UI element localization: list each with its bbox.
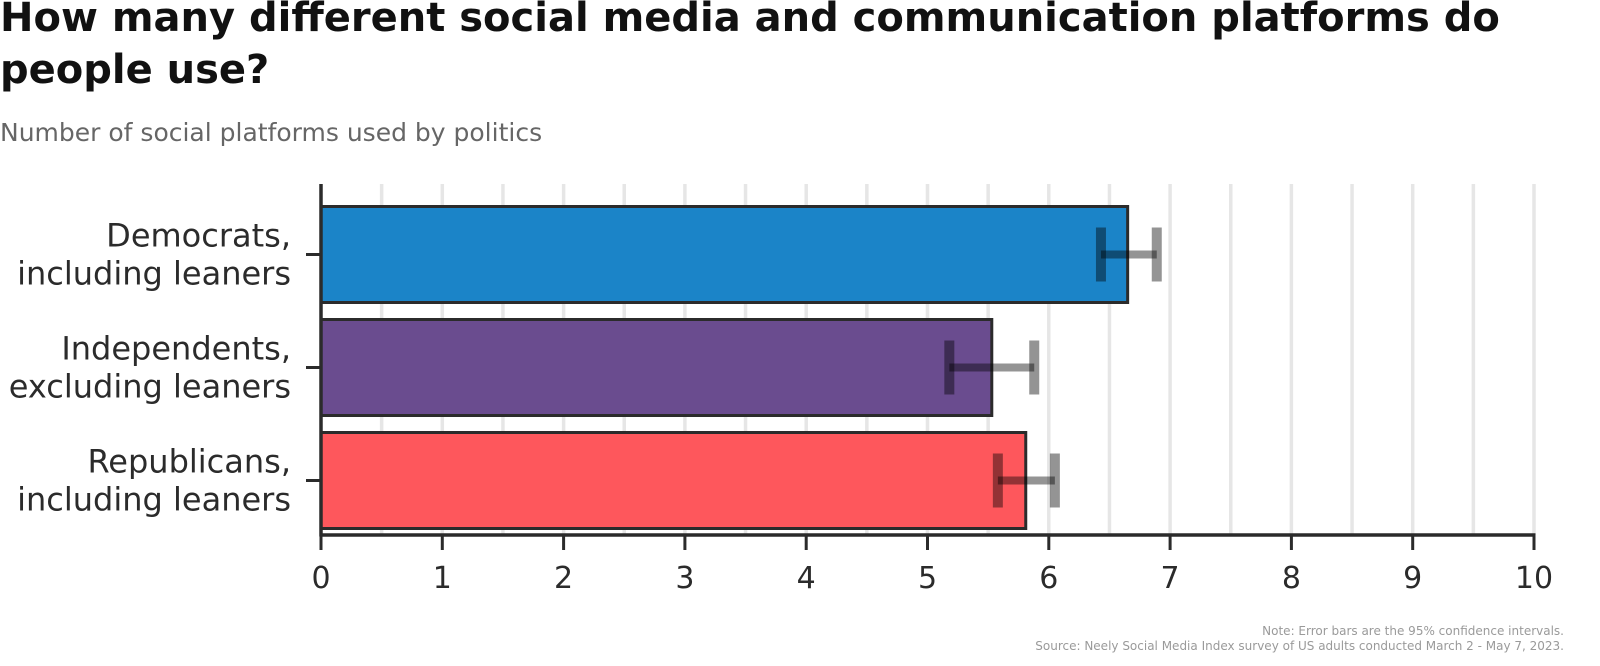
x-tick-label: 7 [1161,561,1180,596]
x-tick-label: 4 [797,561,816,596]
note-text: Note: Error bars are the 95% confidence … [1262,624,1564,638]
x-tick-label: 8 [1282,561,1301,596]
x-tick-label: 10 [1515,561,1553,596]
x-tick-label: 2 [554,561,573,596]
labels: Democrats,including leanersIndependents,… [9,217,1553,597]
x-tick-label: 9 [1403,561,1422,596]
x-tick-label: 3 [675,561,694,596]
error-bars [944,227,1162,508]
bar [319,205,1130,304]
chart-subtitle: Number of social platforms used by polit… [0,118,543,147]
category-label: Democrats, [106,217,291,255]
x-tick-label: 0 [311,561,330,596]
source-text: Source: Neely Social Media Index survey … [1035,639,1564,653]
category-label: Republicans, [88,443,292,481]
axes [306,184,1536,550]
footnote: Note: Error bars are the 95% confidence … [1035,624,1564,654]
x-tick-label: 1 [433,561,452,596]
bars [319,205,1130,530]
chart-title: How many different social media and comm… [0,0,1500,93]
bar [319,431,1028,530]
category-label: including leaners [17,481,291,519]
category-label: including leaners [17,255,291,293]
category-label: excluding leaners [9,368,291,406]
x-tick-label: 5 [918,561,937,596]
category-label: Independents, [61,330,291,368]
bar [319,318,994,417]
x-tick-label: 6 [1039,561,1058,596]
